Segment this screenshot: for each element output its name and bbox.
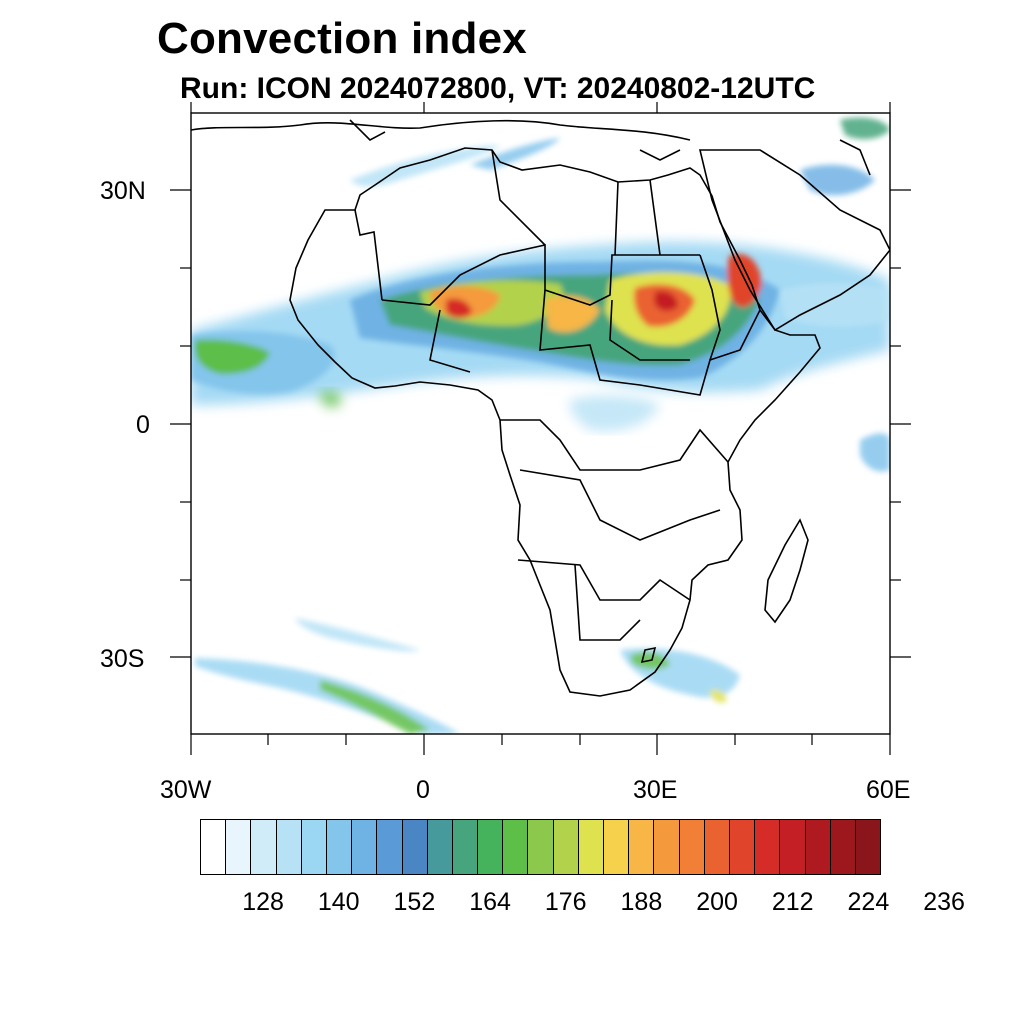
colorbar-cell <box>377 820 403 874</box>
lon-label-30w: 30W <box>160 776 212 804</box>
colorbar-cell <box>654 820 680 874</box>
colorbar-cell <box>226 820 252 874</box>
colorbar-cell <box>452 820 479 874</box>
colorbar <box>200 819 881 875</box>
lat-label-30s: 30S <box>100 645 145 673</box>
colorbar-cell <box>704 820 730 874</box>
convection-field <box>191 117 890 734</box>
colorbar-cell <box>553 820 579 874</box>
lat-label-30n: 30N <box>100 177 146 205</box>
colorbar-label: 236 <box>923 888 965 916</box>
colorbar-cell <box>301 820 327 874</box>
lat-label-0: 0 <box>136 411 150 439</box>
colorbar-label: 164 <box>469 888 511 916</box>
colorbar-cell <box>755 820 781 874</box>
colorbar-cell <box>578 820 604 874</box>
chart-title: Convection index <box>157 14 527 63</box>
lon-label-0: 0 <box>416 776 430 804</box>
colorbar-cell <box>503 820 529 874</box>
colorbar-cell <box>679 820 705 874</box>
coastlines <box>191 119 890 697</box>
colorbar-cell <box>830 820 856 874</box>
colorbar-cell <box>805 820 831 874</box>
colorbar-label: 188 <box>620 888 663 916</box>
colorbar-cell <box>402 820 428 874</box>
colorbar-cell <box>629 820 655 874</box>
colorbar-cell <box>729 820 756 874</box>
colorbar-cell <box>326 820 353 874</box>
colorbar-label: 152 <box>393 888 436 916</box>
axis-ticks <box>170 102 911 755</box>
colorbar-cell <box>251 820 277 874</box>
lon-label-30e: 30E <box>633 776 678 804</box>
colorbar-cell <box>604 820 630 874</box>
colorbar-label: 128 <box>242 888 284 916</box>
lon-label-60e: 60E <box>866 776 911 804</box>
colorbar-cell <box>478 820 504 874</box>
colorbar-label: 176 <box>544 888 587 916</box>
chart-subtitle: Run: ICON 2024072800, VT: 20240802-12UTC <box>180 72 816 105</box>
colorbar-cell <box>427 820 453 874</box>
map-frame <box>190 112 891 735</box>
colorbar-cell <box>201 820 227 874</box>
colorbar-label: 212 <box>771 888 814 916</box>
colorbar-label: 140 <box>317 888 360 916</box>
colorbar-cell <box>352 820 378 874</box>
colorbar-label: 224 <box>847 888 890 916</box>
colorbar-cell <box>855 820 881 874</box>
colorbar-label: 200 <box>696 888 738 916</box>
colorbar-cell <box>528 820 554 874</box>
colorbar-cell <box>276 820 302 874</box>
colorbar-cell <box>780 820 806 874</box>
